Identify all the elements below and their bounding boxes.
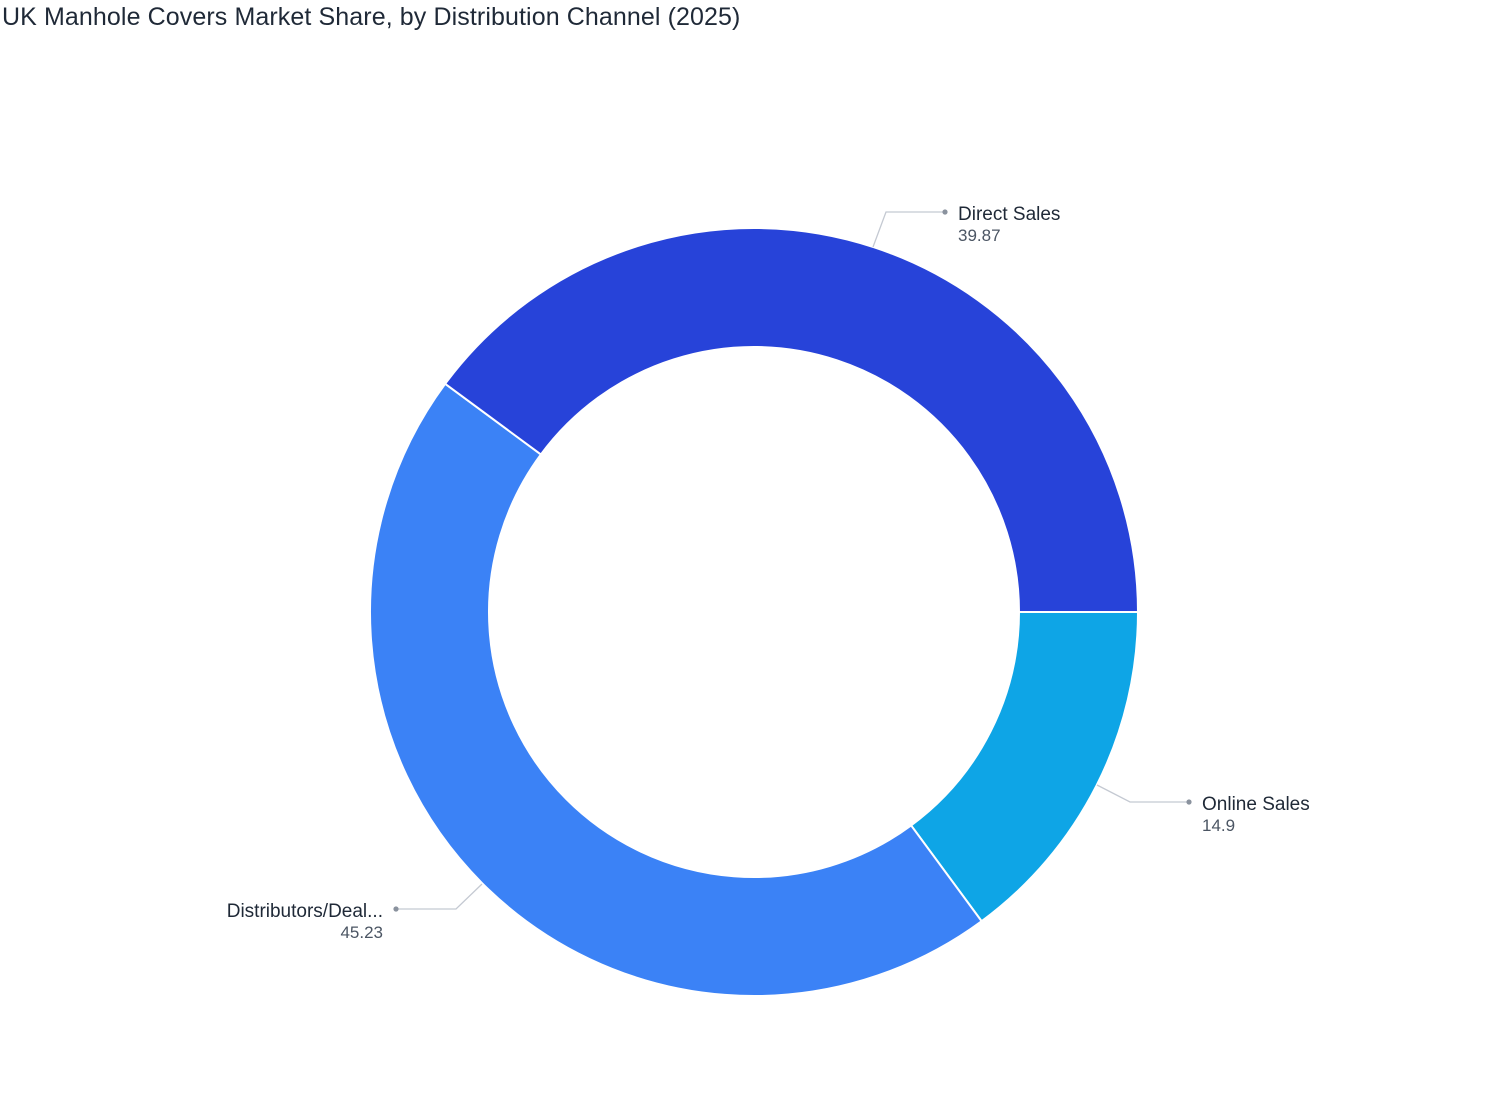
slice-value-online-sales: 14.9 — [1202, 816, 1235, 835]
leader-dot-distributors-dealers — [393, 906, 399, 912]
slice-label-distributors-dealers: Distributors/Deal... — [227, 901, 383, 922]
leader-dot-online-sales — [1186, 799, 1192, 805]
slice-label-online-sales: Online Sales — [1202, 794, 1310, 815]
slice-value-direct-sales: 39.87 — [958, 226, 1001, 245]
leader-line-direct-sales — [872, 211, 945, 248]
leader-dot-direct-sales — [942, 209, 948, 215]
slice-value-distributors-dealers: 45.23 — [340, 923, 383, 942]
slice-distributors-dealers[interactable] — [368, 382, 984, 998]
slice-label-direct-sales: Direct Sales — [958, 204, 1060, 225]
leader-line-distributors-dealers — [396, 883, 483, 910]
leader-line-online-sales — [1096, 784, 1189, 803]
slice-direct-sales[interactable] — [443, 226, 1140, 613]
chart-title: UK Manhole Covers Market Share, by Distr… — [2, 3, 741, 31]
slices-layer — [368, 226, 1140, 998]
